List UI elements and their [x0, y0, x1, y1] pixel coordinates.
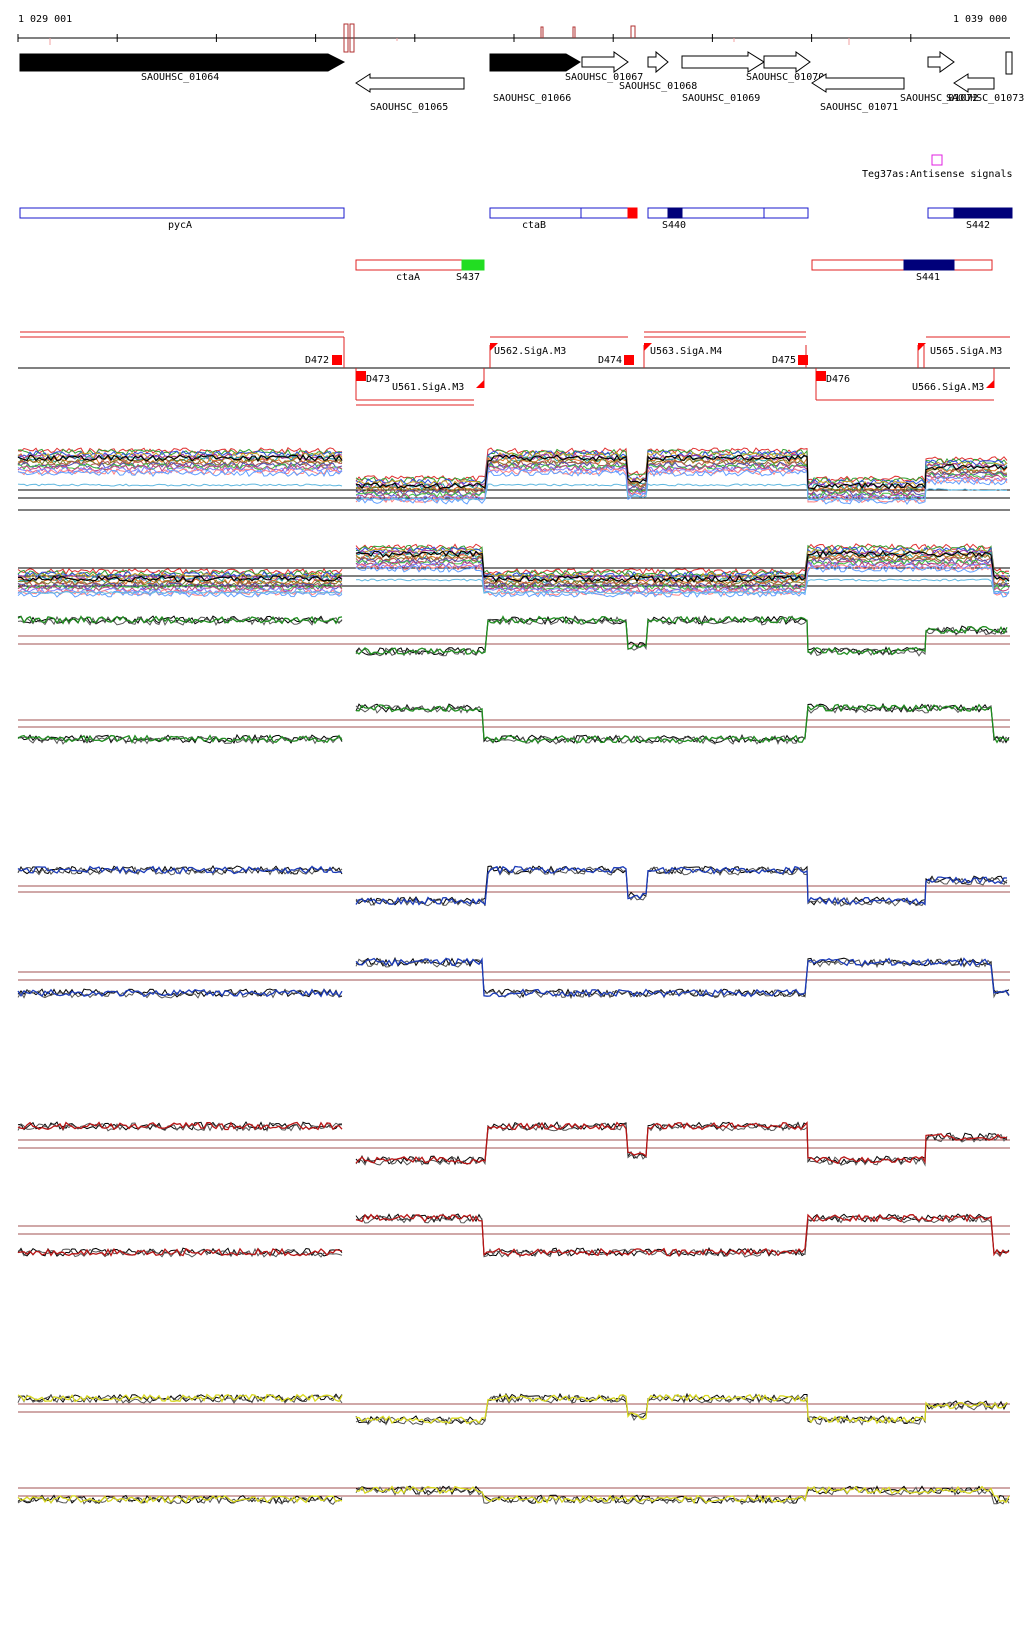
operon-s441-marker [903, 259, 955, 271]
gene-label: SAOUHSC_01065 [370, 102, 448, 113]
replicate-signal-panel [17, 956, 1010, 1000]
operon-ctab[interactable] [489, 207, 582, 219]
gene-track: SAOUHSC_01064 SAOUHSC_01065 SAOUHSC_0106… [19, 50, 1024, 113]
operon-label: S440 [662, 220, 686, 231]
operon-label: pycA [168, 220, 192, 231]
gene-label: SAOUHSC_01073 [946, 93, 1024, 104]
tu-label-d475[interactable]: D475 [772, 355, 796, 366]
operon-label: S441 [916, 272, 940, 283]
gene-saouhsc-01064[interactable]: SAOUHSC_01064 [19, 53, 346, 83]
operon-label: S437 [456, 272, 480, 283]
operon-track-plus [19, 207, 1013, 219]
gene-edge-marker [1005, 51, 1013, 75]
operon-labels-minus: ctaA S437 S441 [396, 272, 940, 283]
replicate-signal-panel [17, 1121, 1010, 1167]
gene-saouhsc-01073[interactable]: SAOUHSC_01073 [946, 73, 1024, 104]
replicate-signal-panel [17, 615, 1010, 657]
operon-ctab-tail[interactable] [580, 207, 632, 219]
operon-pyca[interactable] [19, 207, 345, 219]
expression-signal-tracks [17, 447, 1010, 1506]
replicate-signal-panel [17, 1485, 1010, 1506]
ruler-end-label: 1 039 000 [953, 14, 1007, 25]
gene-label: SAOUHSC_01070 [746, 72, 824, 83]
gene-label: SAOUHSC_01064 [141, 72, 219, 83]
operon-s440-marker [667, 207, 683, 219]
gene-label: SAOUHSC_01066 [493, 93, 571, 104]
gene-label: SAOUHSC_01069 [682, 93, 760, 104]
replicate-signal-panel [17, 864, 1010, 907]
coordinate-ruler: 1 029 001 1 039 000 [17, 14, 1010, 53]
tu-label-d473[interactable]: D473 [366, 374, 390, 385]
ruler-peaks [49, 23, 850, 53]
gene-saouhsc-01065[interactable]: SAOUHSC_01065 [355, 73, 465, 113]
overview-signal-panel [17, 543, 1010, 598]
operon-s440[interactable] [647, 207, 765, 219]
gene-saouhsc-01069[interactable]: SAOUHSC_01069 [681, 51, 765, 104]
antisense-label: Teg37as:Antisense signals [862, 169, 1013, 180]
operon-label: S442 [966, 220, 990, 231]
tu-label-u562[interactable]: U562.SigA.M3 [494, 346, 566, 357]
gene-saouhsc-01068[interactable]: SAOUHSC_01068 [619, 50, 697, 92]
operon-s441[interactable] [811, 259, 993, 271]
gene-label: SAOUHSC_01068 [619, 81, 697, 92]
tu-label-u561[interactable]: U561.SigA.M3 [392, 382, 464, 393]
tu-label-d476[interactable]: D476 [826, 374, 850, 385]
transcription-unit-track: D472 D473 U561.SigA.M3 U562.SigA.M3 D474… [18, 331, 1010, 406]
replicate-signal-panel [17, 1392, 1010, 1426]
gene-saouhsc-01070[interactable]: SAOUHSC_01070 [746, 51, 824, 83]
gene-label: SAOUHSC_01071 [820, 102, 898, 113]
gene-saouhsc-01067[interactable]: SAOUHSC_01067 [565, 51, 643, 83]
operon-s437-marker [461, 259, 485, 271]
tu-label-d474[interactable]: D474 [598, 355, 622, 366]
replicate-signal-panel [17, 702, 1010, 746]
ruler-ticks [17, 34, 912, 42]
operon-s442-marker [953, 207, 1013, 219]
operon-labels-plus: pycA ctaB S440 S442 [168, 220, 990, 231]
gene-label: SAOUHSC_01072 [900, 93, 978, 104]
tu-label-d472[interactable]: D472 [305, 355, 329, 366]
ruler-start-label: 1 029 001 [18, 14, 72, 25]
gene-saouhsc-01072[interactable]: SAOUHSC_01072 [900, 51, 978, 104]
tu-label-u566[interactable]: U566.SigA.M3 [912, 382, 984, 393]
operon-track-minus [355, 259, 993, 271]
operon-label: ctaA [396, 272, 420, 283]
tu-label-u563[interactable]: U563.SigA.M4 [650, 346, 722, 357]
antisense-signal-box[interactable] [931, 154, 943, 166]
tu-label-u565[interactable]: U565.SigA.M3 [930, 346, 1002, 357]
antisense-track: Teg37as:Antisense signals [862, 154, 1013, 180]
replicate-signal-panel [17, 1213, 1010, 1258]
operon-label: ctaB [522, 220, 546, 231]
gene-label: SAOUHSC_01067 [565, 72, 643, 83]
gene-saouhsc-01066[interactable]: SAOUHSC_01066 [489, 53, 581, 104]
operon-ctab-marker [627, 207, 638, 219]
operon-s440-tail[interactable] [763, 207, 809, 219]
overview-signal-panel [17, 447, 1010, 511]
gene-saouhsc-01071[interactable]: SAOUHSC_01071 [811, 73, 905, 113]
